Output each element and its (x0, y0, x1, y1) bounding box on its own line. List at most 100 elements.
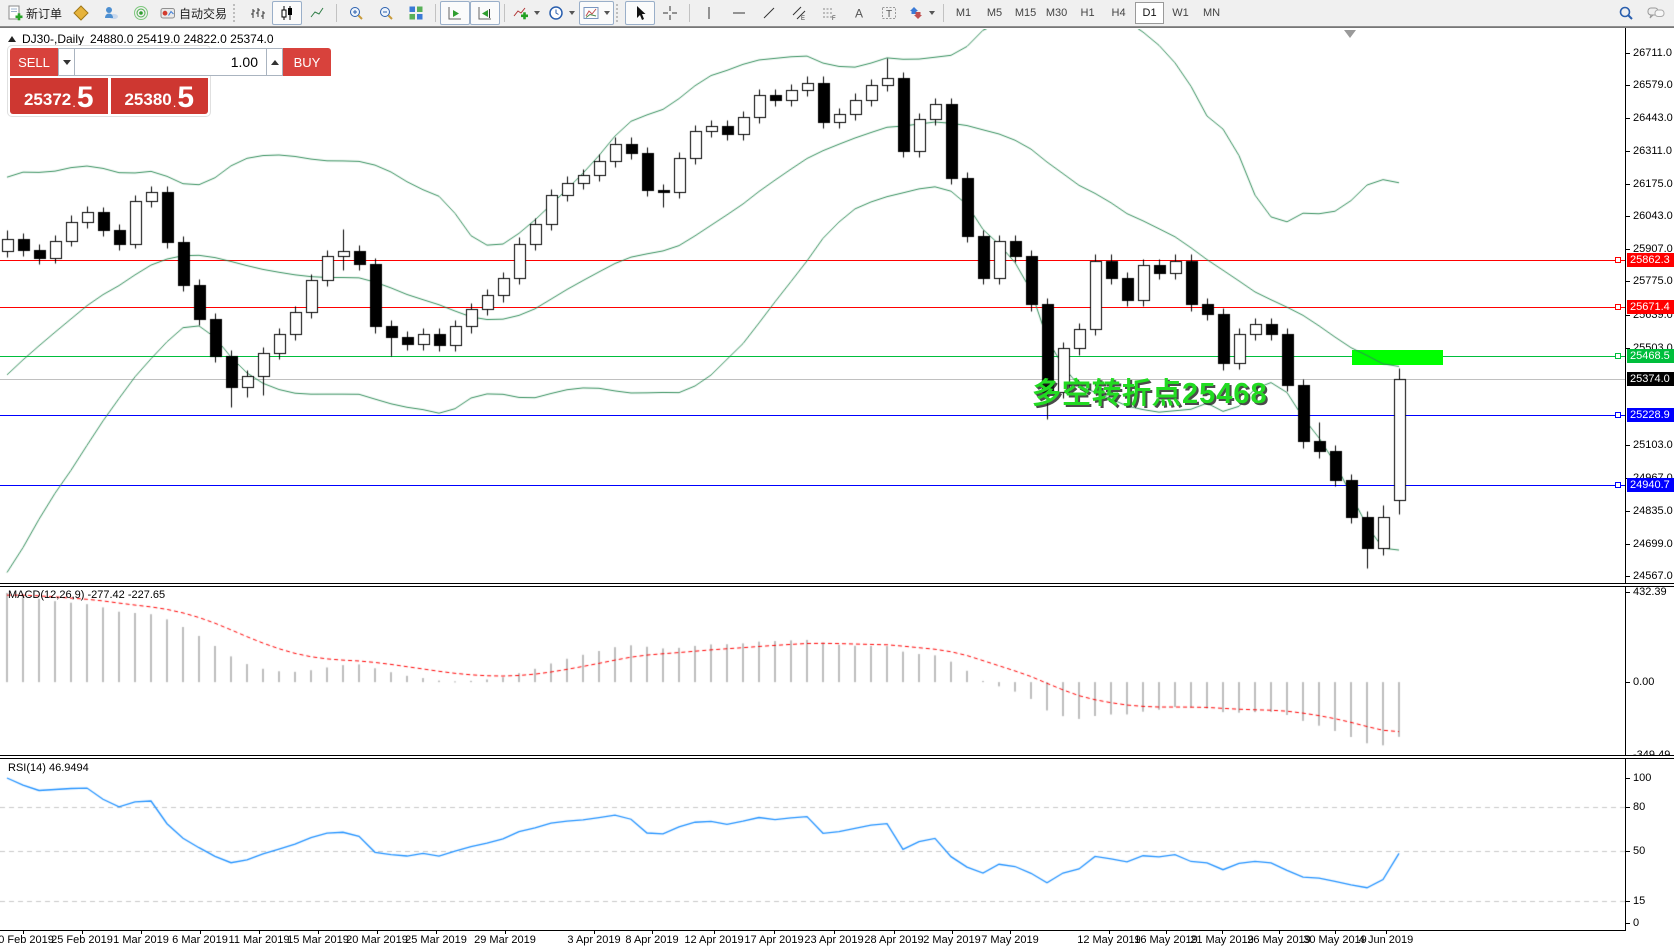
axis-tick (1625, 151, 1630, 152)
horizontal-line-button[interactable] (724, 1, 754, 25)
sell-price-dot: . (72, 95, 76, 110)
main-toolbar: 新订单 自动交易 (0, 0, 1674, 27)
axis-tick (1625, 544, 1630, 545)
timeframe-M5[interactable]: M5 (986, 7, 1003, 19)
chart-shift-button[interactable] (470, 1, 501, 25)
macd-canvas[interactable] (0, 588, 1625, 755)
price-axis-tick-label: 24699.0 (1633, 538, 1673, 550)
toolbar-grip[interactable] (233, 4, 238, 22)
trendline-button[interactable] (754, 1, 784, 25)
buy-price-int: 25380 (124, 90, 172, 109)
chart-title: DJ30-,Daily 24880.0 25419.0 24822.0 2537… (8, 32, 274, 46)
axis-tick (1625, 184, 1630, 185)
axis-tick (1625, 348, 1630, 349)
time-axis-line (0, 930, 1625, 931)
date-label: 11 Mar 2019 (228, 934, 290, 946)
volume-decrease-button[interactable] (58, 48, 75, 76)
symbol-period-label: DJ30-,Daily (22, 32, 85, 46)
timeframe-MN[interactable]: MN (1202, 7, 1221, 19)
cursor-button[interactable] (625, 1, 656, 25)
price-axis-tick-label: 26043.0 (1633, 210, 1673, 222)
rsi-canvas[interactable] (0, 760, 1625, 930)
timeframe-H4[interactable]: H4 (1111, 7, 1126, 19)
date-axis-tick (774, 930, 775, 934)
zoom-out-icon (380, 7, 393, 20)
axis-tick (1625, 778, 1630, 779)
chart-annotation-text[interactable]: 多空转折点25468 (1032, 378, 1268, 410)
zoom-in-button[interactable] (341, 1, 371, 25)
current-price-label: 25374.0 (1627, 372, 1674, 386)
timeframe-D1[interactable]: D1 (1135, 2, 1165, 24)
timeframe-W1[interactable]: W1 (1172, 7, 1189, 19)
equidistant-channel-button[interactable]: E (784, 1, 814, 25)
price-line-label: 25671.4 (1627, 300, 1674, 314)
date-axis-tick (834, 930, 835, 934)
panel-collapse-icon[interactable] (8, 36, 16, 42)
autoscroll-button[interactable] (440, 1, 471, 25)
vertical-line-button[interactable] (694, 1, 724, 25)
tile-windows-button[interactable] (401, 1, 431, 25)
timeframe-H1[interactable]: H1 (1080, 7, 1095, 19)
chat-button[interactable] (1641, 1, 1671, 25)
axis-tick (1625, 807, 1630, 808)
autoscroll-icon (448, 7, 462, 20)
timeframe-M1[interactable]: M1 (955, 7, 972, 19)
candlestick-chart-button[interactable] (272, 1, 303, 25)
indicators-button[interactable] (509, 1, 544, 25)
text-label-button[interactable]: T (874, 1, 904, 25)
chart-shift-marker-icon[interactable] (1344, 30, 1356, 38)
toolbar-separator (336, 4, 338, 22)
timeframe-M15[interactable]: M15 (1014, 7, 1037, 19)
date-axis-tick (259, 930, 260, 934)
date-axis-tick (141, 930, 142, 934)
timeframe-M30[interactable]: M30 (1045, 7, 1068, 19)
axis-tick (1625, 281, 1630, 282)
axis-tick (1625, 901, 1630, 902)
mql-diamond-button[interactable] (66, 1, 96, 25)
buy-price[interactable]: 25380 . 5 (110, 78, 208, 114)
line-chart-button[interactable] (302, 1, 332, 25)
axis-tick (1625, 249, 1630, 250)
rsi-axis-label: 80 (1633, 801, 1646, 813)
arrows-button[interactable] (904, 1, 939, 25)
panel-splitter[interactable] (0, 755, 1674, 759)
date-label: 25 Mar 2019 (405, 934, 467, 946)
signals-button[interactable] (126, 1, 156, 25)
buy-button[interactable]: BUY (283, 48, 331, 76)
volume-increase-button[interactable] (266, 48, 283, 76)
panel-splitter[interactable] (0, 583, 1674, 587)
chat-icon (1647, 7, 1665, 19)
crosshair-button[interactable] (655, 1, 685, 25)
periods-button[interactable] (544, 1, 579, 25)
svg-text:T: T (886, 9, 892, 20)
sell-button[interactable]: SELL (10, 48, 58, 76)
templates-button[interactable] (579, 1, 615, 25)
volume-input[interactable] (75, 48, 266, 76)
zoom-out-button[interactable] (371, 1, 401, 25)
arrows-caret-icon (929, 11, 936, 15)
community-button[interactable] (96, 1, 126, 25)
fibonacci-button[interactable]: F (814, 1, 844, 25)
date-axis-tick (377, 930, 378, 934)
price-axis-line[interactable] (1625, 28, 1626, 931)
date-label: 4 Jun 2019 (1358, 934, 1414, 946)
new-order-button[interactable]: 新订单 (3, 1, 66, 25)
date-label: 20 Feb 2019 (0, 934, 54, 946)
zoom-in-icon (350, 7, 363, 20)
bar-chart-button[interactable] (242, 1, 272, 25)
date-label: 1 Mar 2019 (113, 934, 169, 946)
text-button[interactable]: A (844, 1, 874, 25)
date-label: 16 May 2019 (1134, 934, 1198, 946)
horizontal-line-icon (733, 12, 746, 14)
svg-text:F: F (832, 16, 836, 21)
autotrading-button[interactable]: 自动交易 (156, 1, 231, 25)
search-button[interactable] (1611, 1, 1641, 25)
macd-title: MACD(12,26,9) (8, 589, 85, 601)
sell-price[interactable]: 25372 . 5 (10, 78, 108, 114)
timeframe-group: M1 M5 M15 M30 H1 H4 D1 W1 MN (948, 2, 1227, 24)
date-axis-tick (1386, 930, 1387, 934)
main-chart-canvas[interactable] (0, 29, 1625, 583)
toolbar-grip[interactable] (616, 4, 621, 22)
rsi-axis-label: 15 (1633, 895, 1646, 907)
date-axis-tick (1109, 930, 1110, 934)
